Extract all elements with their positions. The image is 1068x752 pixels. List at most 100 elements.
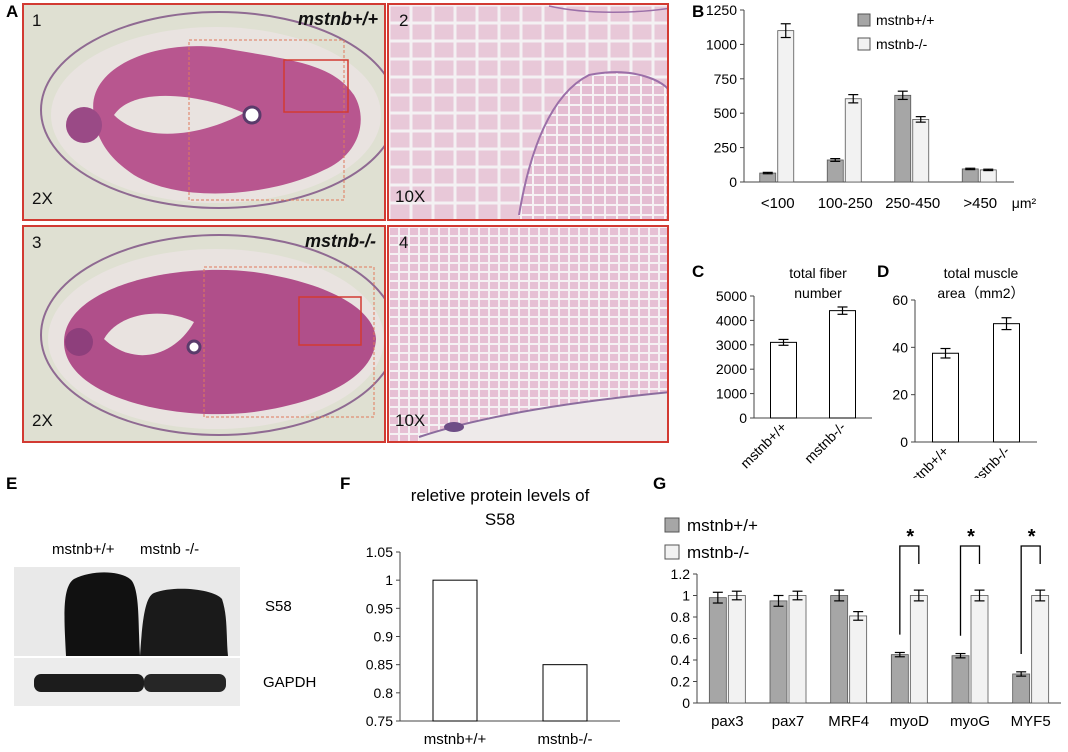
y-tick-label: 0 <box>682 695 690 711</box>
significance-star: * <box>967 526 975 548</box>
y-tick-label: 60 <box>892 292 908 308</box>
panel-label-f: F <box>340 474 351 493</box>
bar-ko <box>788 595 807 704</box>
magnification-label: 10X <box>395 411 426 430</box>
muscle-fiber-image-ko <box>389 227 667 441</box>
genotype-label: mstnb+/+ <box>297 9 378 29</box>
y-tick-label: 0.8 <box>374 685 394 701</box>
bar-ko <box>1031 595 1050 704</box>
bar-ko <box>970 595 989 704</box>
x-tick-label: MYF5 <box>1011 713 1051 730</box>
y-tick-label: 2000 <box>716 361 747 377</box>
bar-ko <box>727 595 746 704</box>
cross-section-image-ko <box>24 227 384 441</box>
legend-swatch <box>857 13 871 27</box>
x-tick-label: myoG <box>950 713 990 730</box>
x-tick-label: 100-250 <box>818 195 873 212</box>
bar-ko <box>979 169 997 183</box>
panel-label-a: A <box>6 2 19 21</box>
x-tick-label: myoD <box>890 713 929 730</box>
micrograph-2: 2 10X <box>387 3 669 221</box>
y-tick-label: 0.4 <box>671 652 691 668</box>
bar-wt <box>951 655 970 704</box>
y-tick-label: 1000 <box>706 36 737 52</box>
y-tick-label: 0.9 <box>374 629 394 645</box>
bar-wt <box>830 595 849 704</box>
y-tick-label: 1000 <box>716 386 747 402</box>
x-tick-label: >450 <box>963 195 997 212</box>
x-tick-label: mstnb+/+ <box>737 419 790 472</box>
y-tick-label: 3000 <box>716 337 747 353</box>
panel-label-d: D <box>877 262 890 281</box>
muscle-fiber-image-wt <box>389 5 667 219</box>
panel-label-b: B <box>692 2 705 21</box>
chart-title: area（mm2） <box>937 285 1024 301</box>
y-tick-label: 5000 <box>716 288 747 304</box>
bar-wt <box>826 159 844 183</box>
chart-title: total muscle <box>944 265 1019 281</box>
legend-swatch <box>664 517 680 533</box>
x-tick-label: MRF4 <box>828 713 869 730</box>
y-tick-label: 1250 <box>706 2 737 18</box>
significance-bracket <box>899 545 920 635</box>
cross-section-image-wt <box>24 5 384 219</box>
y-tick-label: 1 <box>385 572 393 588</box>
bar-wt <box>1012 673 1031 704</box>
panel-label-c: C <box>692 262 705 281</box>
bar-ko <box>912 118 930 183</box>
bar-ko <box>849 615 868 704</box>
x-tick-label: mstnb-/- <box>537 731 592 748</box>
y-tick-label: 0.8 <box>671 609 691 625</box>
y-tick-label: 40 <box>892 339 908 355</box>
bar-ko <box>909 595 928 704</box>
band-label-gapdh: GAPDH <box>263 674 317 691</box>
chart-title: number <box>794 285 842 301</box>
chart-b: 0 250 500 750 1000 1250 <100 100-250 250-450 >450… <box>706 2 1037 212</box>
y-tick-label: 0 <box>729 174 737 190</box>
bar-wt <box>708 597 727 704</box>
x-tick-label: pax3 <box>711 713 744 730</box>
x-tick-label: mstnb-/- <box>965 443 1013 478</box>
bar <box>542 664 588 722</box>
magnification-label: 2X <box>32 411 53 430</box>
significance-bracket <box>959 545 981 636</box>
magnification-label: 10X <box>395 187 426 206</box>
y-tick-label: 750 <box>714 71 738 87</box>
micrograph-number: 4 <box>399 233 409 252</box>
chart-f: reletive protein levels of S58 0.75 0.8 0.85… <box>366 486 620 748</box>
x-tick-label: <100 <box>761 195 795 212</box>
y-tick-label: 0.75 <box>366 713 393 729</box>
lane-label-ko: mstnb -/- <box>140 541 200 558</box>
x-tick-label: 250-450 <box>885 195 940 212</box>
legend-label: mstnb+/+ <box>876 12 934 28</box>
chart-c: 0 1000 2000 3000 4000 5000 total fiber number ms… <box>716 265 872 472</box>
y-tick-label: 0 <box>900 434 908 450</box>
significance-bracket <box>1020 545 1041 654</box>
blot-band-gapdh <box>14 658 240 706</box>
y-tick-label: 1 <box>682 588 690 604</box>
y-tick-label: 0.2 <box>671 674 691 690</box>
bar <box>932 352 959 443</box>
significance-star: * <box>1028 526 1036 548</box>
legend-label: mstnb+/+ <box>687 516 758 535</box>
chart-g: 0 0.2 0.4 0.6 0.8 1 1.2 pax3 pax7 MRF4 myoD * myoG * M… <box>664 516 1061 730</box>
y-tick-label: 0.95 <box>366 600 393 616</box>
y-tick-label: 250 <box>714 140 738 156</box>
chart-title: reletive protein levels of <box>411 486 590 505</box>
legend-label: mstnb-/- <box>687 543 749 562</box>
x-tick-label: mstnb+/+ <box>424 731 487 748</box>
x-unit-label: μm² <box>1012 195 1037 211</box>
chart-title: S58 <box>485 510 515 529</box>
bar <box>993 323 1020 443</box>
y-tick-label: 1.2 <box>671 566 691 582</box>
micrograph-number: 3 <box>32 233 42 252</box>
y-tick-label: 0 <box>739 410 747 426</box>
micrograph-1: 1 2X mstnb+/+ <box>22 3 386 221</box>
bar <box>829 310 856 419</box>
bar-wt <box>769 600 788 704</box>
x-tick-label: pax7 <box>772 713 805 730</box>
micrograph-number: 2 <box>399 11 409 30</box>
micrograph-4: 4 10X <box>387 225 669 443</box>
blot-lane-labels: mstnb+/+ mstnb -/- <box>14 535 324 565</box>
